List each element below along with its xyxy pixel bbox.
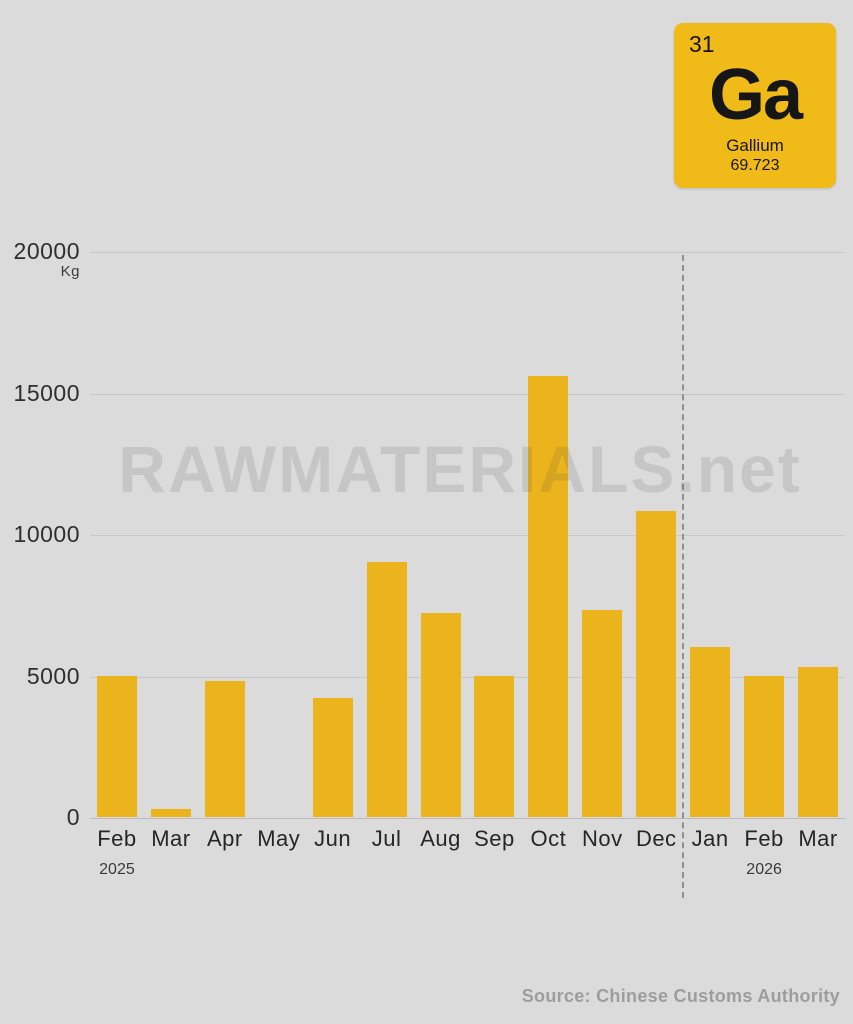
element-name: Gallium bbox=[726, 136, 784, 155]
x-label-sep-2025: Sep bbox=[474, 826, 515, 851]
element-card: 31 Ga Gallium 69.723 bbox=[674, 23, 836, 188]
gridline-15000 bbox=[90, 393, 845, 395]
year-label-2025: 2025 bbox=[99, 861, 135, 878]
x-label-aug-2025: Aug bbox=[420, 826, 461, 851]
gridline-0 bbox=[90, 818, 845, 819]
x-label-oct-2025: Oct bbox=[530, 826, 567, 851]
bar-jul-2025 bbox=[366, 562, 407, 817]
bar-nov-2025 bbox=[582, 610, 623, 817]
year-divider-dashed-line bbox=[682, 255, 685, 898]
x-label-dec-2025: Dec bbox=[635, 826, 677, 851]
y-tick-label-20000: 20000 bbox=[13, 238, 80, 264]
source-credit: Source: Chinese Customs Authority bbox=[521, 986, 840, 1006]
x-label-mar-2025: Mar bbox=[151, 826, 191, 851]
y-tick-label-10000: 10000 bbox=[13, 521, 80, 547]
y-tick-label-15000: 15000 bbox=[13, 379, 80, 406]
year-label-2026: 2026 bbox=[746, 861, 782, 878]
bar-aug-2025 bbox=[420, 613, 461, 817]
y-tick-label-0: 0 bbox=[66, 804, 80, 830]
y-tick-label-5000: 5000 bbox=[26, 662, 80, 689]
gridline-5000 bbox=[90, 676, 845, 678]
gridline-20000 bbox=[90, 252, 845, 253]
bar-jun-2025 bbox=[312, 698, 353, 817]
x-label-apr-2025: Apr bbox=[206, 826, 243, 851]
y-axis-unit-label: Kg bbox=[60, 263, 80, 280]
atomic-number: 31 bbox=[689, 31, 715, 57]
bar-sep-2025 bbox=[474, 675, 515, 817]
bar-feb-2026 bbox=[744, 675, 785, 817]
x-label-feb-2026: Feb bbox=[744, 826, 784, 851]
bar-feb-2025 bbox=[96, 675, 137, 817]
x-label-mar-2026: Mar bbox=[798, 826, 838, 851]
bar-mar-2025 bbox=[150, 808, 191, 817]
gridline-10000 bbox=[90, 535, 845, 536]
element-symbol: Ga bbox=[708, 55, 803, 135]
x-label-jan-2026: Jan bbox=[691, 826, 729, 851]
bar-apr-2025 bbox=[204, 681, 245, 817]
x-label-nov-2025: Nov bbox=[582, 826, 623, 851]
bar-oct-2025 bbox=[528, 375, 569, 817]
bar-mar-2026 bbox=[798, 667, 839, 817]
plot-area bbox=[90, 252, 845, 819]
x-label-feb-2025: Feb bbox=[97, 826, 137, 851]
bar-jan-2026 bbox=[690, 647, 731, 817]
x-label-jul-2025: Jul bbox=[371, 826, 402, 851]
x-label-may-2025: May bbox=[257, 826, 301, 851]
element-atomic-mass: 69.723 bbox=[730, 157, 780, 174]
x-label-jun-2025: Jun bbox=[314, 826, 352, 851]
bar-dec-2025 bbox=[636, 511, 677, 817]
